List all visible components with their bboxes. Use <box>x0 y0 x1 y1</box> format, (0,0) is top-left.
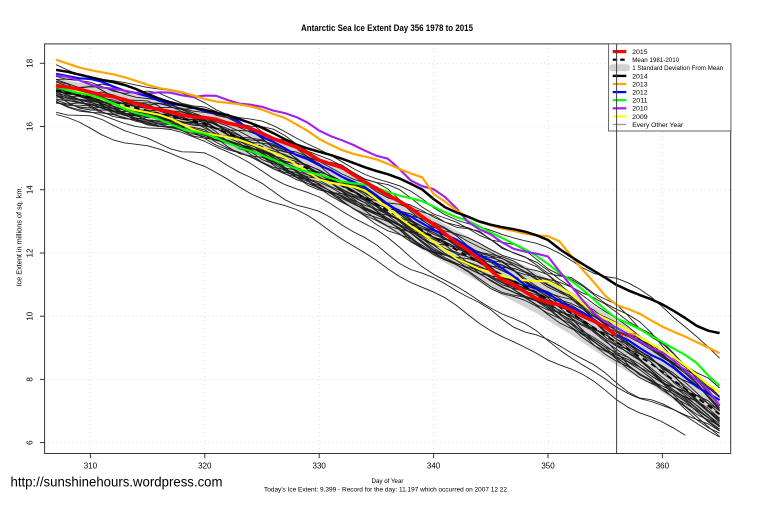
svg-text:6: 6 <box>26 440 35 445</box>
svg-text:340: 340 <box>427 461 441 470</box>
svg-text:8: 8 <box>26 377 35 382</box>
svg-text:Day of Year: Day of Year <box>372 478 405 485</box>
svg-text:14: 14 <box>26 185 35 194</box>
svg-text:330: 330 <box>313 461 327 470</box>
svg-text:Ice Extent in millions of sq.: Ice Extent in millions of sq. km. <box>14 187 23 287</box>
svg-text:2013: 2013 <box>632 81 648 88</box>
svg-text:16: 16 <box>26 122 35 131</box>
svg-text:1 Standard Deviation From Mean: 1 Standard Deviation From Mean <box>632 65 723 72</box>
svg-text:310: 310 <box>84 461 98 470</box>
svg-text:2011: 2011 <box>632 98 648 105</box>
svg-text:Today's Ice Extent: 9.399 - R: Today's Ice Extent: 9.399 - Record for t… <box>264 487 507 494</box>
svg-text:2012: 2012 <box>632 90 648 97</box>
svg-text:360: 360 <box>656 461 670 470</box>
svg-text:Antarctic Sea Ice Extent Day 3: Antarctic Sea Ice Extent Day 356 1978 to… <box>301 23 473 33</box>
svg-text:Every Other Year: Every Other Year <box>632 122 684 129</box>
svg-text:2010: 2010 <box>632 106 648 113</box>
svg-text:Mean 1981-2010: Mean 1981-2010 <box>632 57 679 64</box>
svg-text:12: 12 <box>26 248 35 257</box>
svg-text:2015: 2015 <box>632 49 648 56</box>
svg-text:http://sunshinehours.wordpress: http://sunshinehours.wordpress.com <box>11 475 223 490</box>
svg-text:2009: 2009 <box>632 114 648 121</box>
svg-text:320: 320 <box>198 461 212 470</box>
svg-text:350: 350 <box>541 461 555 470</box>
svg-text:9.399: 9.399 <box>620 333 637 340</box>
svg-text:18: 18 <box>26 58 35 67</box>
svg-text:2014: 2014 <box>632 73 648 80</box>
svg-text:10: 10 <box>26 311 35 320</box>
